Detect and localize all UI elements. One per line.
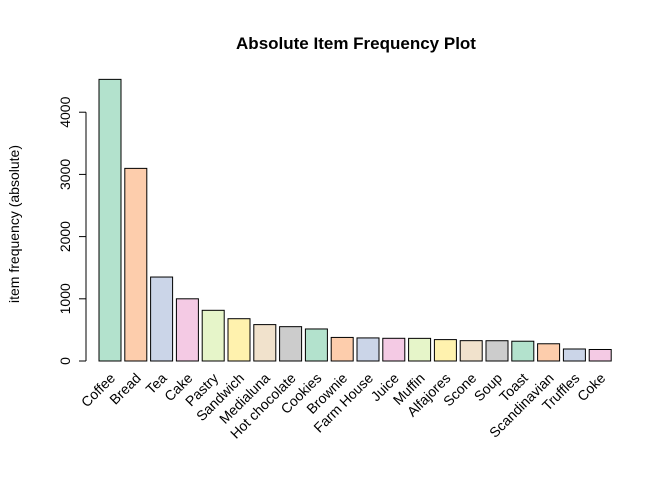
bar — [356, 337, 380, 362]
bar — [433, 339, 457, 362]
y-tick-label: 2000 — [57, 221, 73, 252]
bar — [124, 167, 148, 362]
bar — [537, 343, 561, 362]
bar — [408, 337, 432, 362]
category-labels: CoffeeBreadTeaCakePastrySandwichMedialun… — [78, 370, 609, 442]
category-label: Coke — [574, 370, 609, 405]
y-tick-label: 1000 — [57, 283, 73, 314]
y-axis: 0 1000 2000 3000 4000 — [57, 96, 87, 365]
bar — [485, 340, 509, 362]
bar — [253, 324, 277, 362]
bar — [304, 328, 328, 362]
bars-group — [98, 78, 612, 362]
bar — [175, 298, 199, 362]
bar — [330, 336, 354, 362]
bar — [382, 337, 406, 362]
bar — [98, 78, 122, 362]
chart-title: Absolute Item Frequency Plot — [236, 34, 476, 53]
category-label: Soup — [471, 370, 506, 405]
y-tick-label: 4000 — [57, 96, 73, 127]
bar — [511, 340, 535, 362]
bar — [150, 276, 174, 362]
y-axis-label: item frequency (absolute) — [6, 145, 22, 303]
bar — [459, 340, 483, 362]
bar — [588, 348, 612, 362]
bar — [279, 326, 303, 362]
bar — [562, 348, 586, 362]
y-tick-label: 0 — [57, 357, 73, 365]
y-tick-label: 3000 — [57, 159, 73, 190]
bar — [227, 318, 251, 362]
bar — [201, 309, 225, 362]
